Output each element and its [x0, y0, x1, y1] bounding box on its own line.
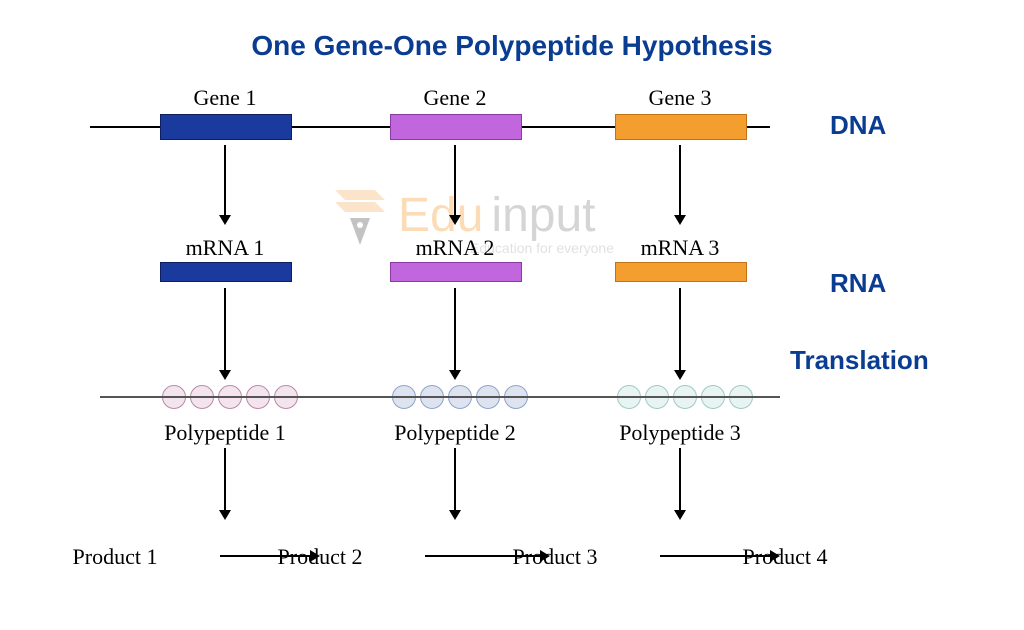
mrna-label-1: mRNA 1: [165, 235, 285, 261]
side-label-dna: DNA: [830, 110, 886, 141]
mrna-box-1: [160, 262, 292, 282]
mrna-box-2: [390, 262, 522, 282]
right-arrow: [660, 546, 782, 571]
polypeptide-label-3: Polypeptide 3: [600, 420, 760, 446]
gene-label-1: Gene 1: [165, 85, 285, 111]
pen-icon: [330, 180, 390, 250]
product-label-1: Product 1: [55, 544, 175, 570]
mrna-box-3: [615, 262, 747, 282]
gene-label-2: Gene 2: [395, 85, 515, 111]
gene-box-3: [615, 114, 747, 140]
polypeptide-label-2: Polypeptide 2: [375, 420, 535, 446]
right-arrow: [220, 546, 322, 571]
side-label-rna: RNA: [830, 268, 886, 299]
side-label-translation: Translation: [790, 345, 929, 376]
polypeptide-backbone: [100, 396, 780, 398]
polypeptide-label-1: Polypeptide 1: [145, 420, 305, 446]
diagram-title: One Gene-One Polypeptide Hypothesis: [0, 30, 1024, 62]
gene-box-2: [390, 114, 522, 140]
title-text: One Gene-One Polypeptide Hypothesis: [251, 30, 772, 61]
mrna-label-3: mRNA 3: [620, 235, 740, 261]
gene-label-3: Gene 3: [620, 85, 740, 111]
mrna-label-2: mRNA 2: [395, 235, 515, 261]
gene-box-1: [160, 114, 292, 140]
right-arrow: [425, 546, 552, 571]
